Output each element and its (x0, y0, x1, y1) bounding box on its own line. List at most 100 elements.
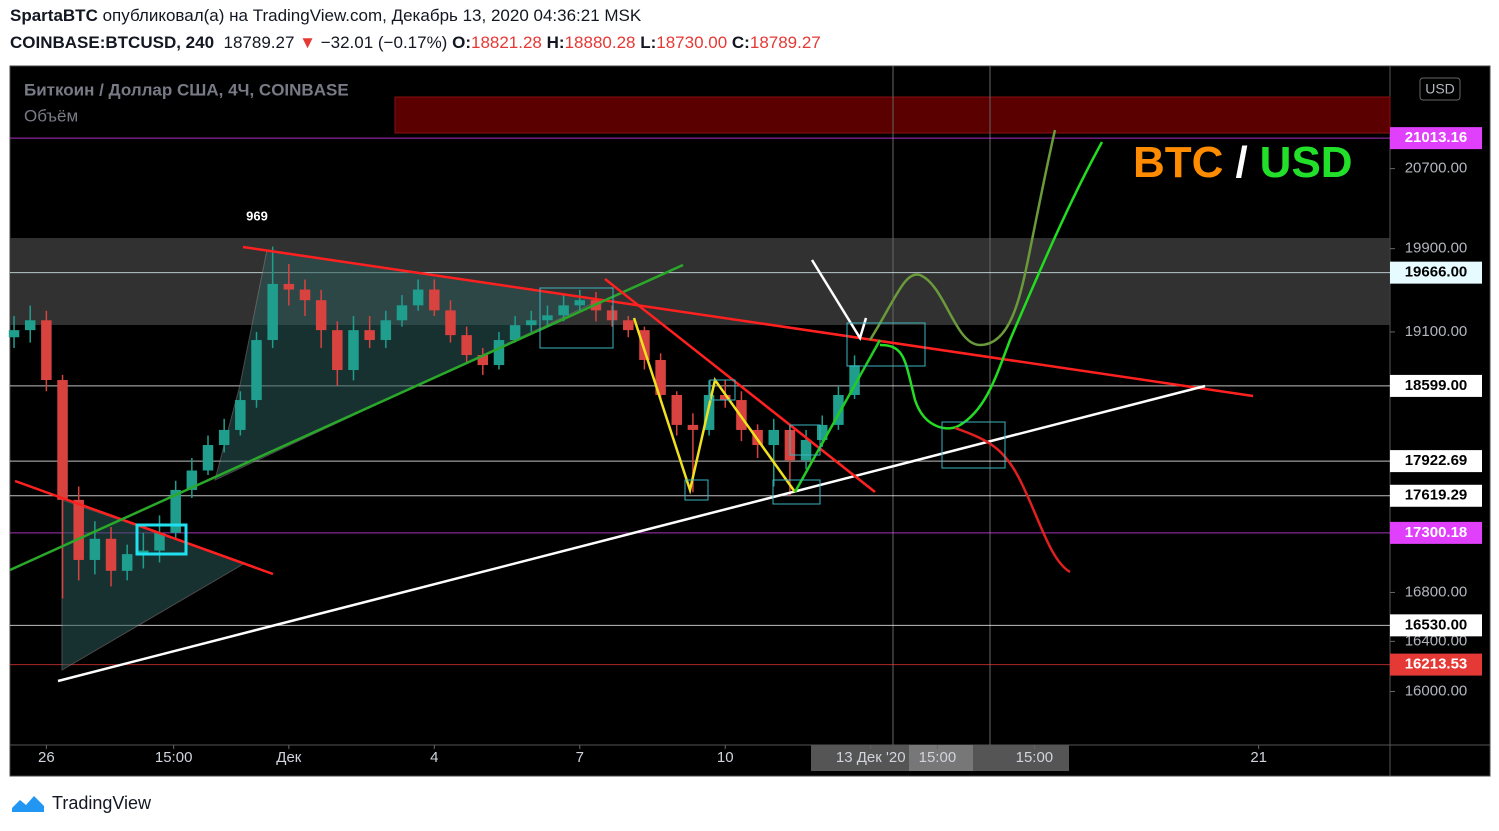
candle-body (154, 532, 165, 551)
level-label: 17619.29 (1405, 487, 1468, 504)
box (846, 322, 926, 367)
y-tick-label: 19100.00 (1405, 323, 1468, 340)
brand-part: USD (1260, 138, 1353, 187)
box (789, 424, 821, 456)
author: SpartaBTC (10, 6, 98, 25)
quote-line: COINBASE:BTCUSD, 240 18789.27 ▼ −32.01 (… (10, 33, 821, 53)
candle-body (768, 429, 780, 446)
footer-brand: TradingView (52, 792, 152, 813)
candle-body (477, 355, 489, 366)
candle-body (121, 554, 133, 571)
candle-body (218, 429, 230, 446)
box (941, 421, 1006, 469)
annotation: 969 (246, 208, 268, 223)
candle-body (833, 394, 844, 425)
y-tick-label: 19900.00 (1405, 240, 1468, 257)
level-badge (1390, 484, 1482, 507)
candle-body (89, 538, 101, 560)
candle-body (332, 330, 343, 371)
candle-body (202, 445, 214, 471)
x-tick-label: Дек (276, 749, 302, 766)
l: 18730.00 (656, 33, 728, 52)
h-label: H: (546, 33, 565, 52)
candle-body (283, 283, 295, 290)
x-tick-label: 21 (1250, 749, 1267, 766)
candle-body (429, 289, 440, 311)
level-badge (1390, 261, 1482, 284)
candle-body (235, 400, 246, 430)
zigzag (632, 317, 797, 495)
level-label: 16213.53 (1405, 656, 1468, 673)
c-label: C: (731, 33, 750, 52)
chart-subtitle: Объём (24, 106, 78, 125)
x-tick-label: 26 (38, 749, 55, 766)
candle-body (396, 305, 408, 321)
candle-body (267, 283, 278, 341)
level-badge (1390, 614, 1482, 637)
trend-line (793, 339, 882, 493)
y-tick-label: 20700.00 (1405, 160, 1468, 177)
projection (868, 129, 1057, 347)
o: 18821.28 (470, 33, 542, 52)
level-badge (1390, 521, 1482, 544)
level-label: 21013.16 (1405, 129, 1468, 146)
candle-body (445, 310, 456, 336)
chart-title: Биткоин / Доллар США, 4Ч, COINBASE (24, 80, 349, 99)
candle-body (348, 330, 359, 371)
candle-body (800, 440, 812, 461)
change: −32.01 (−0.17%) (320, 33, 448, 52)
projection (879, 141, 1104, 430)
trend-line (57, 384, 1206, 683)
candle-body (816, 424, 828, 441)
brand: BTC / USD (1133, 138, 1353, 187)
x-tick-label: 13 Дек '20 (836, 749, 906, 766)
c: 18789.27 (749, 33, 821, 52)
trend-line (242, 245, 1254, 398)
level-badge (1390, 653, 1482, 676)
candle-body (8, 330, 20, 338)
candle-body (315, 300, 327, 331)
resistance-zone (10, 238, 1390, 325)
box (684, 479, 709, 501)
h: 18880.28 (564, 33, 636, 52)
level-label: 16530.00 (1405, 616, 1468, 633)
x-highlight (973, 745, 1069, 771)
candle-body (24, 320, 36, 331)
brand-part: BTC (1133, 138, 1223, 187)
level-label: 17300.18 (1405, 524, 1468, 541)
candle-body (720, 394, 731, 401)
box (772, 479, 821, 505)
candle-body (380, 320, 392, 341)
x-tick-label: 4 (430, 749, 438, 766)
candle-body (461, 335, 472, 356)
level-label: 17922.69 (1405, 452, 1468, 469)
candle-body (542, 315, 553, 321)
candle-body (655, 359, 666, 395)
drawings (9, 129, 1254, 683)
candle-body (299, 289, 311, 301)
candle-body (57, 380, 68, 500)
level-badge (1390, 450, 1482, 473)
price: 18789.27 (223, 33, 295, 52)
candle-body (671, 394, 683, 425)
trend-line (14, 479, 274, 576)
candle-body (41, 320, 52, 381)
levels (10, 137, 1390, 666)
candle-body (687, 424, 699, 430)
published: опубликовал(а) на TradingView.com, Декаб… (102, 6, 642, 25)
brand-part: / (1235, 138, 1247, 187)
arrow (810, 259, 868, 342)
arrow: ▼ (299, 33, 316, 52)
trend-line (9, 263, 684, 572)
y-tick-label: 16000.00 (1405, 682, 1468, 699)
box (709, 379, 736, 401)
level-badge (1390, 127, 1482, 150)
logo (12, 796, 44, 812)
candle-body (574, 300, 586, 306)
currency: USD (1425, 81, 1455, 97)
box (135, 523, 188, 556)
candle-body (493, 340, 505, 366)
x-tick-label: 10 (717, 749, 734, 766)
x-highlight (909, 745, 973, 771)
